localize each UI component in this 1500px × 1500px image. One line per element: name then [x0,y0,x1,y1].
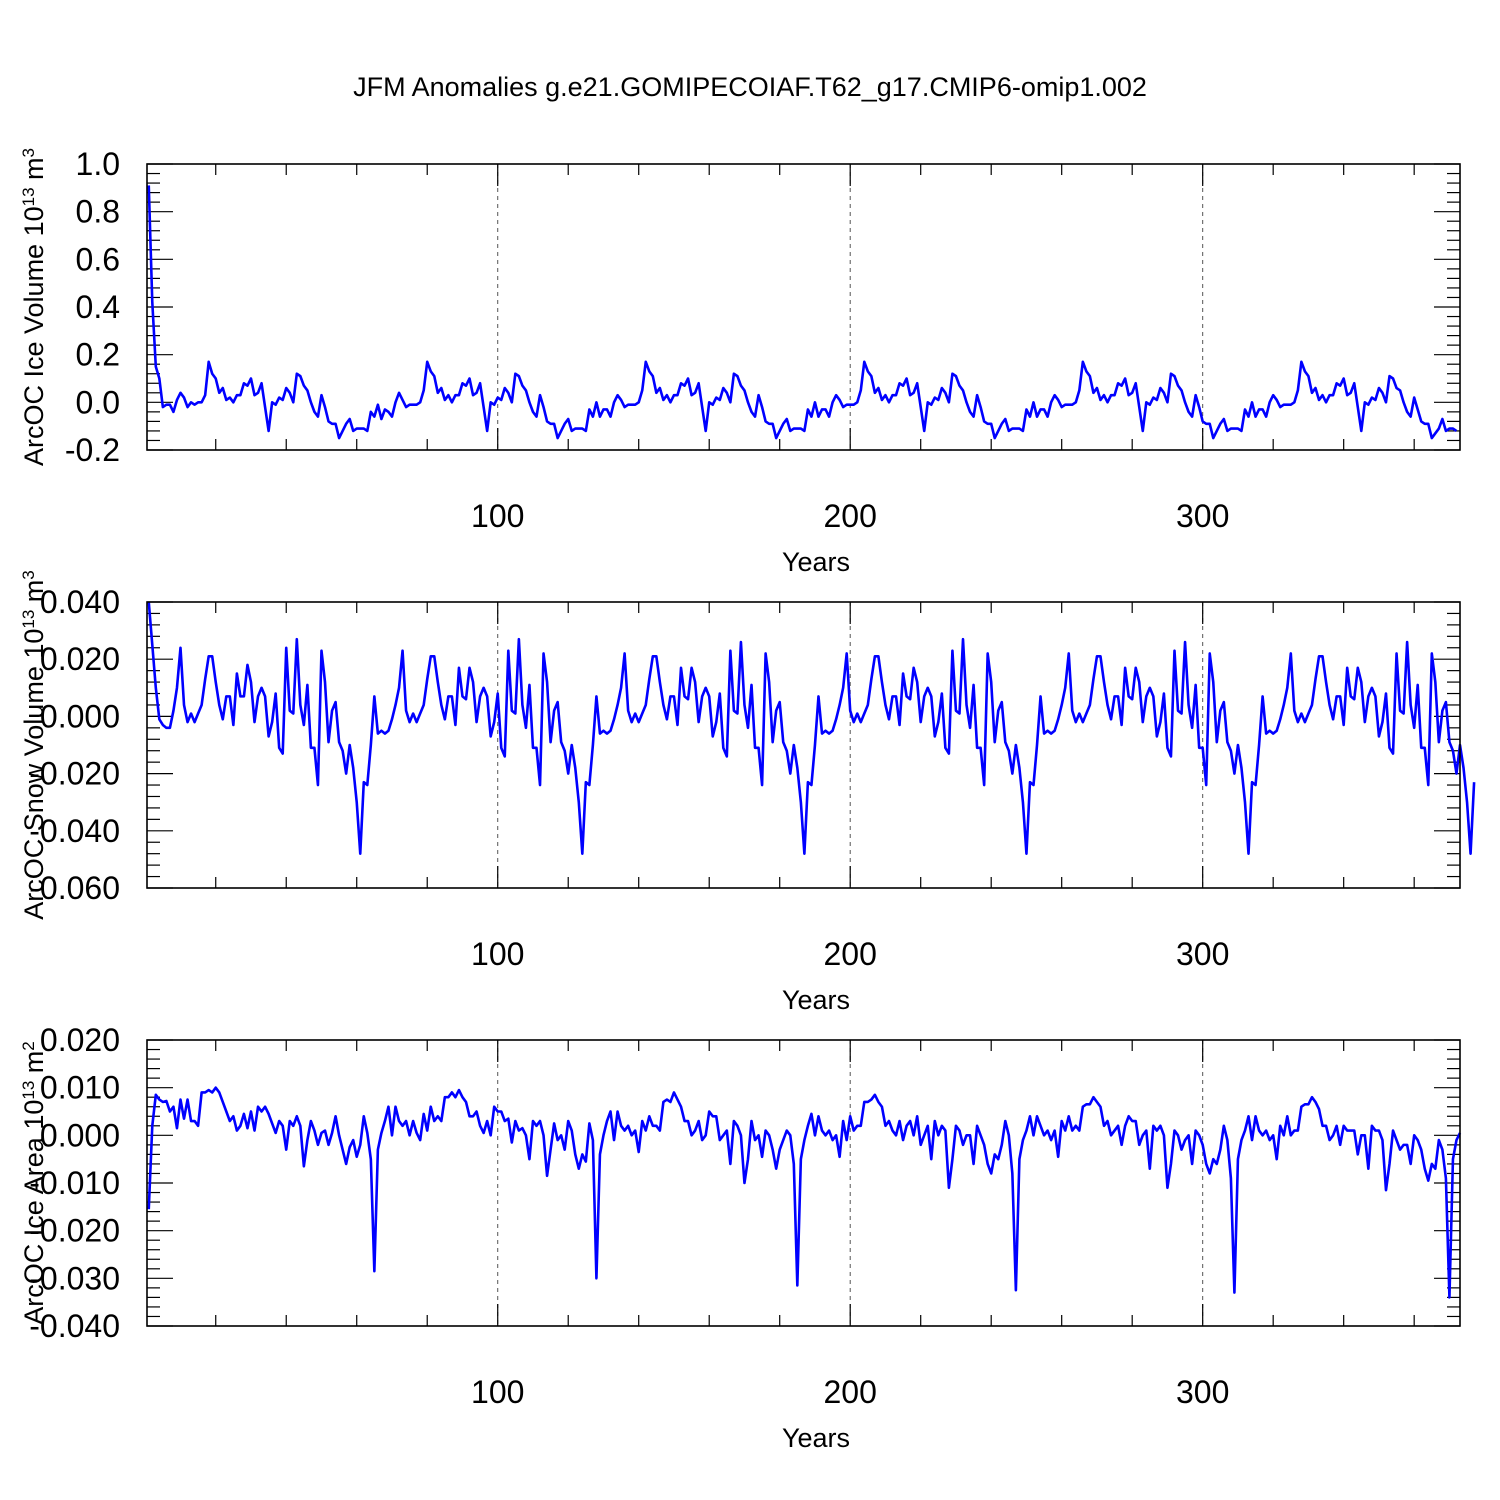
y-tick-label: 0.040 [40,584,120,620]
y-axis-label-exponent: 2 [19,1041,38,1050]
x-tick-label: 300 [1176,936,1229,972]
y-tick-label: 0.4 [76,289,120,325]
y-tick-label: 0.8 [76,194,120,230]
x-tick-label: 100 [471,936,524,972]
chart-title: JFM Anomalies g.e21.GOMIPECOIAF.T62_g17.… [353,72,1147,102]
plot-frame [146,1039,1461,1327]
y-tick-label: 0.6 [76,241,120,277]
y-axis-label-exponent: 13 [19,187,38,206]
y-tick-label: -0.020 [29,1213,120,1249]
y-axis-label-text: m [19,580,49,610]
y-tick-label: 0.020 [40,641,120,677]
x-tick-label: 300 [1176,1374,1229,1410]
panel-1: -0.2 0.0 0.2 0.4 0.6 0.8 1.0 100 200 300 Years ArcO… [19,146,1461,577]
y-tick-label: -0.040 [29,1308,120,1344]
panel-2: -0.060 -0.040 -0.020 0.000 0.020 0.040 100 200 3… [19,570,1476,1015]
y-axis-label-exponent: 13 [19,610,38,629]
y-axis-label: ArcOC Ice Volume 1013 m3 [19,148,50,466]
x-tick-label: 200 [824,498,877,534]
x-tick-label: 100 [471,498,524,534]
y-tick-label: -0.020 [29,756,120,792]
y-tick-label: 0.2 [76,337,120,373]
plot-frame [146,163,1461,451]
y-tick-label: 1.0 [76,146,120,182]
x-tick-label: 100 [471,1374,524,1410]
y-tick-label: 0.020 [40,1022,120,1058]
y-axis-label-exponent: 13 [19,1081,38,1100]
x-tick-label: 200 [824,1374,877,1410]
y-tick-label: -0.060 [29,870,120,906]
y-axis-label-text: m [19,1051,49,1081]
y-axis-label-exponent: 3 [19,148,38,157]
y-axis-label: ArcOC Snow Volume 1013 m3 [19,570,50,920]
series-line [147,1086,1462,1299]
x-axis-label: Years [782,547,850,577]
y-axis-label-exponent: 3 [19,570,38,579]
series-line [147,601,1476,855]
x-tick-label: 300 [1176,498,1229,534]
y-tick-label: 0.010 [40,1070,120,1106]
panel-3: -0.040 -0.030 -0.020 -0.010 0.000 0.010 0.020 1… [19,1022,1462,1453]
y-axis-label-text: m [19,157,49,187]
x-tick-label: 200 [824,936,877,972]
y-tick-label: -0.030 [29,1260,120,1296]
y-tick-label: 0.000 [40,1117,120,1153]
y-axis-label-text: ArcOC Ice Volume 10 [19,206,49,466]
x-axis-label: Years [782,985,850,1015]
y-tick-label: -0.2 [65,432,120,468]
plot-frame [146,601,1461,889]
y-tick-label: 0.000 [40,698,120,734]
x-axis-label: Years [782,1423,850,1453]
y-tick-label: -0.040 [29,813,120,849]
panels: -0.2 0.0 0.2 0.4 0.6 0.8 1.0 100 200 300 Years ArcO… [19,146,1476,1453]
y-axis-label-text: ArcOC Snow Volume 10 [19,629,49,920]
y-axis-label-text: ArcOC Ice Area 10 [19,1100,49,1325]
series-line [147,185,1458,440]
y-tick-label: -0.010 [29,1165,120,1201]
y-axis-label: ArcOC Ice Area 1013 m2 [19,1041,50,1325]
y-tick-label: 0.0 [76,384,120,420]
